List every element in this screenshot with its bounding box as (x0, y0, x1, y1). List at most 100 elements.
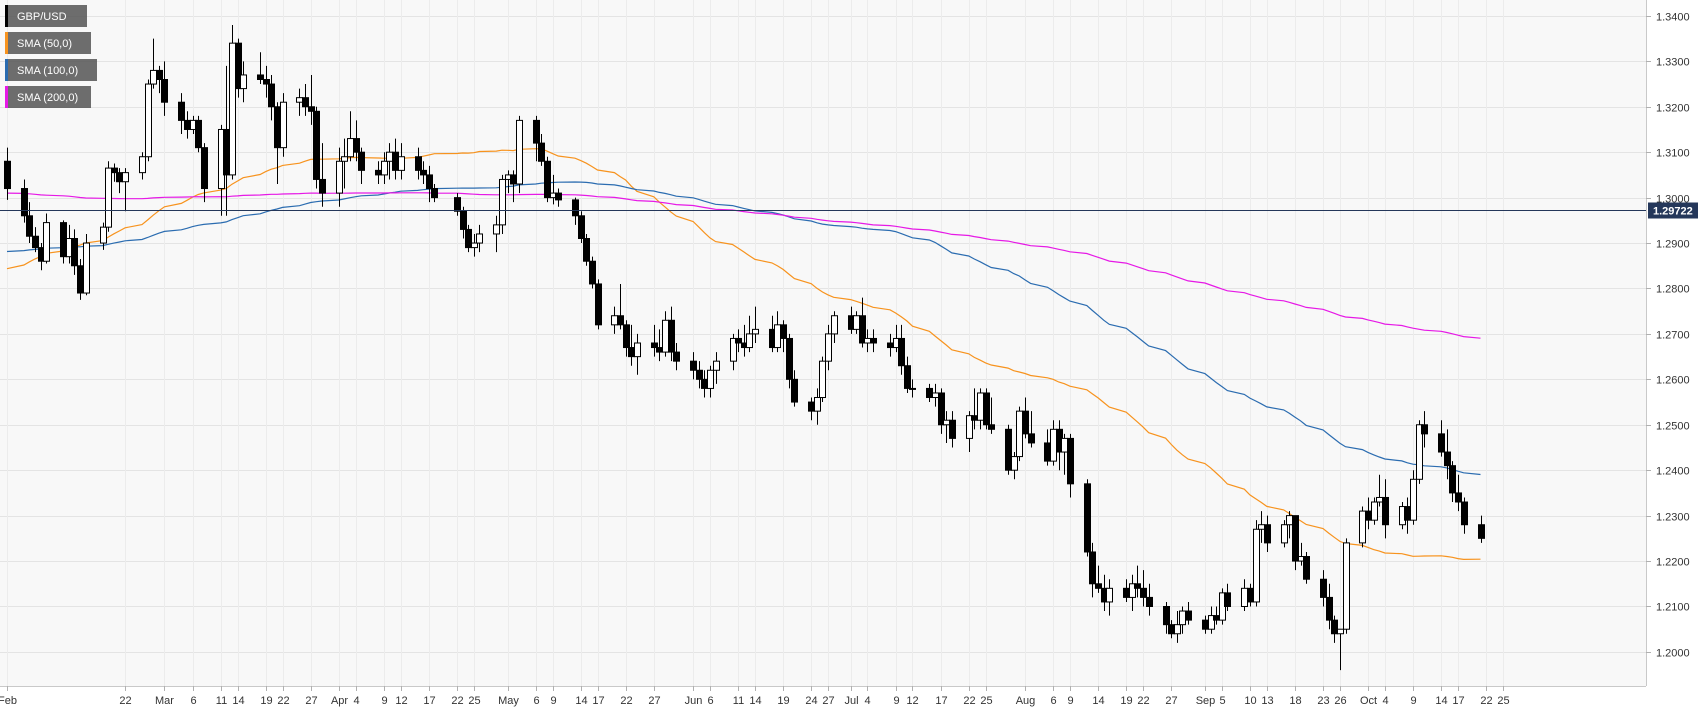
candle (1146, 583, 1153, 616)
x-tick-label: 22 (277, 695, 289, 707)
candle-body (634, 342, 641, 358)
candle-body (533, 119, 540, 144)
legend-item: SMA (200,0) (5, 86, 91, 108)
sma-lines (6, 148, 1481, 561)
candle-body (471, 242, 478, 249)
x-tick-label: May (498, 695, 519, 707)
candle-body (353, 138, 360, 153)
candle (43, 213, 50, 264)
candle-body (510, 174, 517, 185)
x-tick-label: Oct (1360, 695, 1377, 707)
candle-body (1163, 605, 1170, 626)
x-tick-label: Jun (685, 695, 703, 707)
x-tick-label: 5 (1219, 695, 1225, 707)
candle (100, 222, 107, 250)
candle-body (696, 369, 703, 380)
candle-body (1129, 583, 1136, 598)
candle-body (825, 333, 832, 362)
candle (578, 211, 585, 244)
candle (263, 65, 270, 98)
candle (319, 143, 326, 207)
candle-body (122, 172, 129, 183)
candle (1326, 583, 1333, 630)
candle-body (1371, 501, 1378, 521)
x-tick-label: 6 (1050, 695, 1056, 707)
candle-body (831, 315, 838, 335)
candle-body (319, 178, 326, 194)
candle (26, 202, 33, 244)
candle-body (1286, 515, 1293, 526)
candle-body (538, 142, 545, 162)
candle-body (1146, 596, 1153, 607)
candle (268, 74, 275, 121)
legend-item: GBP/USD (5, 5, 87, 27)
legend-item: SMA (50,0) (5, 32, 91, 54)
candle-body (257, 74, 264, 81)
candle-body (26, 215, 33, 237)
candle-body (415, 156, 422, 171)
candle-body (735, 337, 742, 344)
x-tick-label: 9 (381, 695, 387, 707)
candle (752, 306, 759, 343)
candle-body (1089, 551, 1096, 585)
legend: GBP/USD SMA (50,0) SMA (100,0) SMA (200,0) (5, 5, 97, 108)
candle-body (1061, 437, 1068, 453)
candle (791, 370, 798, 407)
x-tick-label: 11 (216, 695, 227, 707)
candle-body (493, 224, 500, 235)
candle (623, 320, 630, 357)
y-tick-label: 1.2100 (1656, 602, 1690, 614)
x-axis: Feb 22 Mar 6 11 14 19 22 27 Apr 4 9 12 17 22 25 May 6 9 14 1… (0, 686, 1510, 707)
candle-body (1044, 442, 1051, 462)
candle (1455, 474, 1462, 512)
candle-body (583, 238, 590, 262)
candle (1174, 611, 1181, 643)
candle-body (184, 119, 191, 130)
candle (1028, 411, 1035, 448)
candle-body (1168, 624, 1175, 635)
candle (1253, 520, 1260, 607)
candle-body (578, 215, 585, 240)
candle-body (780, 324, 787, 339)
candle-body (32, 235, 39, 249)
x-tick-label: 14 (1092, 695, 1104, 707)
candle-body (77, 265, 84, 294)
candle-body (1438, 433, 1445, 453)
candle (966, 411, 973, 453)
candle (735, 329, 742, 353)
x-tick-label: 17 (423, 695, 435, 707)
candle-body (347, 138, 354, 158)
candle (32, 227, 39, 253)
candle (1444, 429, 1451, 480)
candle-body (139, 156, 146, 174)
x-tick-label: 14 (1435, 695, 1447, 707)
candle-body (341, 156, 348, 162)
candle (1343, 538, 1350, 634)
candle (1371, 497, 1378, 525)
candle-body (1331, 619, 1338, 635)
x-tick-label: 17 (592, 695, 604, 707)
candle-body (516, 119, 523, 185)
candle-body (1011, 456, 1018, 471)
candle (904, 356, 911, 393)
candle (71, 229, 78, 275)
candle-body (814, 397, 821, 412)
candle-body (313, 110, 320, 180)
candle (381, 152, 388, 184)
candle-body (1326, 596, 1333, 621)
candle-body (71, 238, 78, 267)
candle-body (1106, 587, 1113, 603)
candle-body (595, 283, 602, 326)
candle (420, 161, 427, 184)
candle (499, 174, 506, 234)
candle (431, 183, 438, 203)
candle-body (431, 188, 438, 199)
candle-body (1005, 428, 1012, 471)
x-tick-label: 27 (648, 695, 660, 707)
x-tick-label: 14 (575, 695, 587, 707)
candle-body (617, 315, 624, 326)
x-tick-label: Apr (331, 695, 348, 707)
x-tick-label: 12 (906, 695, 918, 707)
x-tick-label: 9 (1410, 695, 1416, 707)
